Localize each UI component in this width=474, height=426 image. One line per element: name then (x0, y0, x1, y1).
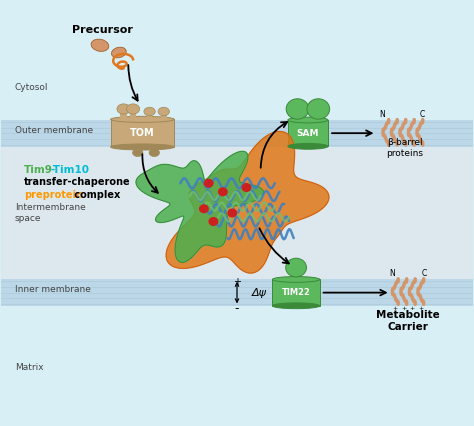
Bar (273, 279, 319, 306)
Text: Metabolite
Carrier: Metabolite Carrier (376, 310, 440, 332)
Bar (120, 110, 127, 120)
Ellipse shape (144, 107, 155, 116)
Ellipse shape (288, 117, 328, 123)
Text: -: - (235, 302, 239, 315)
Circle shape (286, 258, 307, 277)
Ellipse shape (117, 104, 130, 114)
Ellipse shape (149, 149, 159, 156)
Text: SAM: SAM (297, 129, 319, 138)
Ellipse shape (91, 39, 109, 52)
Text: preprotein: preprotein (24, 190, 83, 200)
Circle shape (228, 209, 237, 217)
Circle shape (209, 218, 218, 225)
Text: +: + (401, 306, 407, 311)
Text: TOM: TOM (130, 128, 155, 138)
Text: β-barrel
proteins: β-barrel proteins (386, 138, 423, 158)
Bar (161, 112, 166, 120)
Text: Matrix: Matrix (15, 363, 44, 372)
Circle shape (307, 99, 329, 119)
Text: Cytosol: Cytosol (15, 83, 48, 92)
Circle shape (204, 179, 213, 187)
Circle shape (200, 205, 208, 213)
Circle shape (286, 99, 309, 119)
Ellipse shape (273, 276, 319, 282)
Text: Precursor: Precursor (72, 25, 133, 35)
Text: +: + (410, 306, 415, 311)
Ellipse shape (158, 107, 169, 116)
Text: Inner membrane: Inner membrane (15, 285, 91, 294)
Ellipse shape (288, 144, 328, 149)
Bar (135, 147, 141, 153)
Ellipse shape (133, 149, 143, 156)
Bar (152, 147, 157, 153)
Bar (288, 120, 328, 147)
Bar (147, 112, 153, 120)
Ellipse shape (110, 144, 174, 150)
Text: Intermembrane
space: Intermembrane space (15, 203, 86, 223)
Text: N: N (380, 110, 385, 119)
Text: -Tim10: -Tim10 (50, 165, 89, 175)
Bar (0, 120, 474, 147)
Text: +: + (418, 306, 423, 311)
Polygon shape (166, 131, 329, 273)
Polygon shape (136, 151, 264, 262)
Text: C: C (421, 269, 427, 278)
Bar (0, 147, 474, 279)
Text: N: N (389, 269, 395, 278)
Ellipse shape (127, 104, 140, 114)
Text: transfer-chaperone: transfer-chaperone (24, 177, 131, 187)
Text: Δψ: Δψ (252, 288, 267, 298)
Ellipse shape (110, 116, 174, 122)
Bar (110, 119, 174, 147)
Text: Tim9: Tim9 (24, 165, 53, 175)
Text: Outer membrane: Outer membrane (15, 126, 93, 135)
Circle shape (242, 184, 251, 191)
Text: C: C (419, 110, 425, 119)
Text: +: + (392, 306, 398, 311)
Text: complex: complex (71, 190, 120, 200)
Bar (130, 110, 137, 120)
Circle shape (219, 188, 227, 196)
Ellipse shape (111, 47, 126, 58)
Text: +: + (233, 277, 241, 287)
Text: TIM22: TIM22 (282, 288, 310, 297)
Bar (0, 279, 474, 306)
Ellipse shape (273, 303, 319, 309)
